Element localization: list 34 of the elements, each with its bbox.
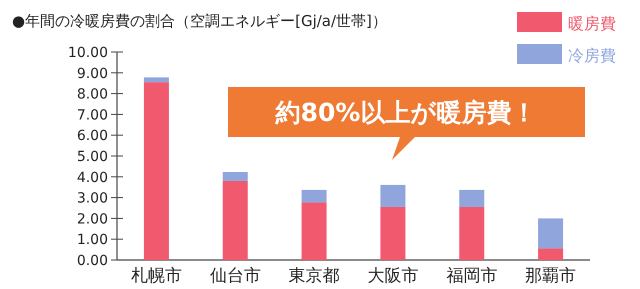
y-tick-label: 1.00 <box>76 232 108 248</box>
bar <box>459 190 484 207</box>
y-tick-label: 5.00 <box>76 149 108 165</box>
y-tick-label: 9.00 <box>76 66 108 82</box>
y-tick-label: 3.00 <box>76 190 108 207</box>
title: ●年間の冷暖房費の割合（空調エネルギー[Gj/a/世帯]） <box>12 12 387 30</box>
annotation: 約80%以上が暖房費！ <box>274 98 536 127</box>
y-tick-label: 8.00 <box>76 86 108 103</box>
bar <box>222 172 248 181</box>
bar <box>222 180 248 260</box>
legend-label: 暖房費 <box>568 14 616 33</box>
y-tick-label: 4.00 <box>76 170 108 186</box>
x-tick-label: 東京都 <box>288 266 340 286</box>
bar <box>144 82 169 260</box>
y-tick-label: 6.00 <box>76 128 108 144</box>
x-tick-label: 仙台市 <box>210 266 261 286</box>
bar <box>302 202 327 260</box>
bar <box>459 206 484 260</box>
x-tick-label: 大阪市 <box>367 266 418 286</box>
bar <box>144 77 169 82</box>
bar <box>538 218 564 248</box>
x-tick-label: 那覇市 <box>525 266 576 286</box>
x-tick-label: 福岡市 <box>446 266 498 286</box>
legend-label: 冷房費 <box>568 46 616 65</box>
y-tick-label: 10.00 <box>68 45 108 61</box>
bar <box>380 206 406 260</box>
bar <box>538 248 564 260</box>
bar <box>302 190 327 202</box>
y-tick-label: 2.00 <box>76 211 108 228</box>
x-tick-label: 札幌市 <box>130 266 182 286</box>
y-tick-label: 0.00 <box>76 253 108 269</box>
y-tick-label: 7.00 <box>76 107 108 124</box>
bar <box>380 184 406 207</box>
callout: 約80%以上が暖房費！ <box>228 87 585 160</box>
